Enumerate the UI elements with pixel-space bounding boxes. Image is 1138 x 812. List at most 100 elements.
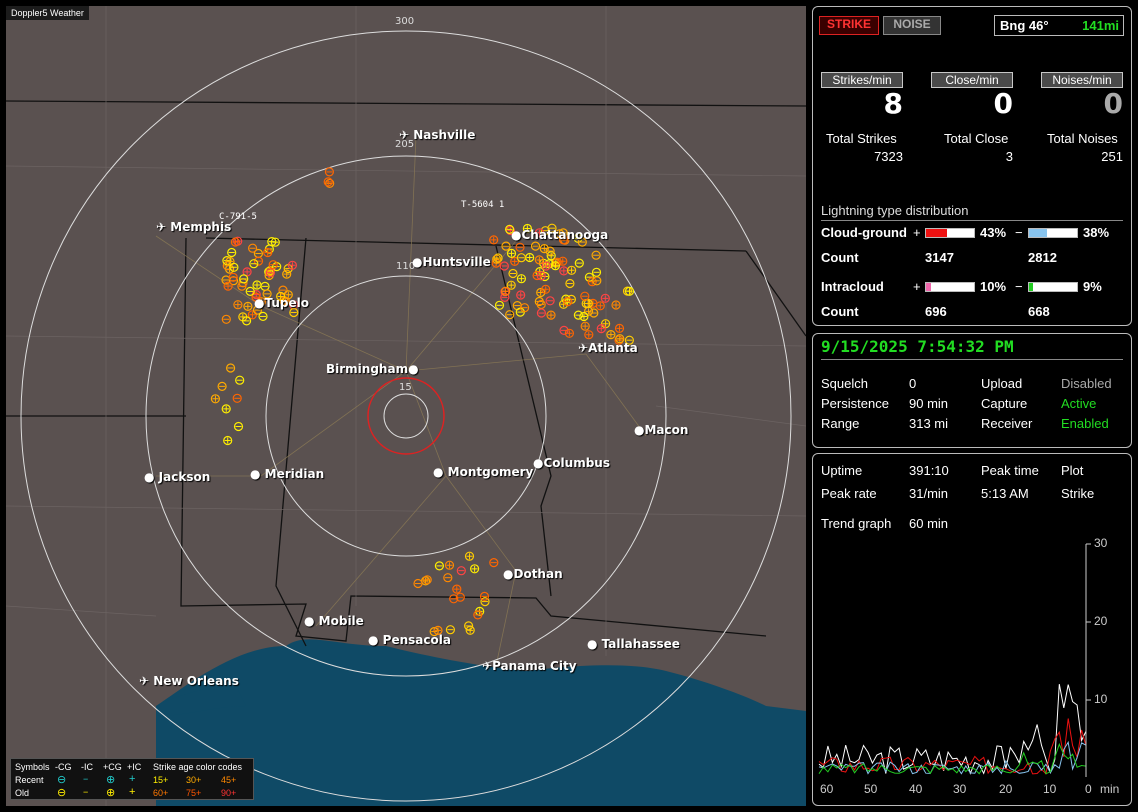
strike-marker [445,625,455,635]
strike-marker-sign [277,293,284,300]
strike-marker-sign [511,258,518,265]
trend-y-tick-20: 20 [1094,614,1108,628]
legend-recent-label: Recent [15,775,44,785]
city-dothan: ●Dothan [503,567,563,581]
strike-marker [267,237,277,247]
strike-marker [505,224,515,234]
trend-x-tick-10: 10 [1043,782,1057,796]
strike-marker [545,246,555,256]
city-columbus: ●Columbus [533,456,610,470]
strike-marker [251,292,261,302]
strike-marker-sign [234,301,241,308]
strike-marker [245,286,255,296]
airport-icon: ✈ [156,220,167,234]
strike-marker [564,328,575,338]
trend-x-tick-0: 0 [1085,782,1092,796]
strike-marker-sign [589,278,596,285]
age-old-3: 90+ [221,788,237,798]
strike-marker [465,625,475,635]
noise-mode-button[interactable]: NOISE [883,16,941,35]
strike-marker [258,311,268,321]
strike-marker-sign [490,236,497,243]
plot-label: Plot [1061,463,1084,478]
strike-marker [434,561,444,571]
city-dot-icon: ● [304,614,315,628]
lightning-map[interactable]: Doppler5 Weather 300 205 110 15 T-5604 1… [6,6,806,806]
strike-marker-sign [249,311,256,318]
range-label-205: 205 [395,139,415,150]
strike-marker [444,560,455,570]
persistence-label: Persistence [821,396,889,411]
strike-marker [545,296,555,306]
strike-marker-sign [616,325,623,332]
airport-icon: ✈ [399,128,410,142]
receiver-label: Receiver [981,416,1033,431]
strike-marker [282,269,292,279]
city-pensacola: ● Pensacola [368,633,451,647]
strike-marker [226,363,236,373]
strike-marker-sign [536,229,543,236]
trend-trace [818,742,1087,775]
pos-ic-recent-icon: + [129,773,136,785]
age-recent-3: 45+ [221,775,237,785]
strike-marker-sign [548,252,555,259]
strike-marker [470,564,480,574]
city-montgomery: ● Montgomery [433,465,534,479]
trend-x-tick-60: 60 [820,782,834,796]
strike-mode-button[interactable]: STRIKE [819,16,879,35]
total-noises-label: Total Noises [1047,131,1118,146]
strike-marker-sign [568,267,575,274]
strike-marker [227,247,237,258]
strike-marker [580,291,590,301]
total-close-label: Total Close [944,131,1009,146]
strike-marker [516,290,526,300]
strike-marker [223,281,233,291]
strike-marker-sign [543,262,550,269]
city-dot-icon: ● [587,637,598,651]
strike-marker-sign [507,227,514,234]
strike-markers [210,167,635,637]
distance-value: 141mi [1082,18,1119,33]
strike-marker [573,310,584,320]
strike-marker-sign [598,325,605,332]
strike-marker [624,335,635,345]
storm-tag: T-5604 1 [461,200,505,210]
storm-tag: C-791-5 [219,212,257,222]
strike-marker [252,280,262,290]
datetime-display: 9/15/2025 7:54:32 PM [821,337,1014,356]
city-dot-icon: ● [368,633,379,647]
strike-marker-sign [471,565,478,572]
city-atlanta: ✈Atlanta [578,341,638,355]
strike-marker-sign [585,331,592,338]
strike-marker-sign [626,288,633,295]
strikes-per-min-header: Strikes/min [821,72,903,88]
strike-marker-sign [212,395,219,402]
strike-marker [248,243,258,253]
strike-marker [595,301,605,311]
legend-neg-ic: -IC [81,762,93,772]
pos-ic-old-icon: + [129,786,136,798]
strike-marker [324,167,334,177]
strike-marker [539,244,549,254]
strike-marker [584,272,595,282]
strike-marker [596,324,606,334]
strike-marker-sign [597,302,604,309]
city-dot-icon: ● [254,296,265,310]
plot-value[interactable]: Strike [1061,486,1095,501]
noises-per-min-value: 0 [1103,87,1123,120]
strike-marker [449,594,459,604]
strike-marker [606,330,616,340]
airport-icon: ✈ [139,674,150,688]
cg-positive-pct: 43% [980,225,1007,240]
strike-marker [563,297,573,307]
uptime-label: Uptime [821,463,863,478]
strike-marker-sign [616,335,623,342]
city-panama-city: ✈Panama City [482,659,577,673]
gulf-of-mexico [156,639,806,806]
strike-marker-sign [244,303,251,310]
strike-marker [262,289,272,299]
strike-marker [235,375,245,385]
age-old-2: 75+ [186,788,202,798]
strike-marker [278,285,288,295]
strike-marker [501,241,511,251]
